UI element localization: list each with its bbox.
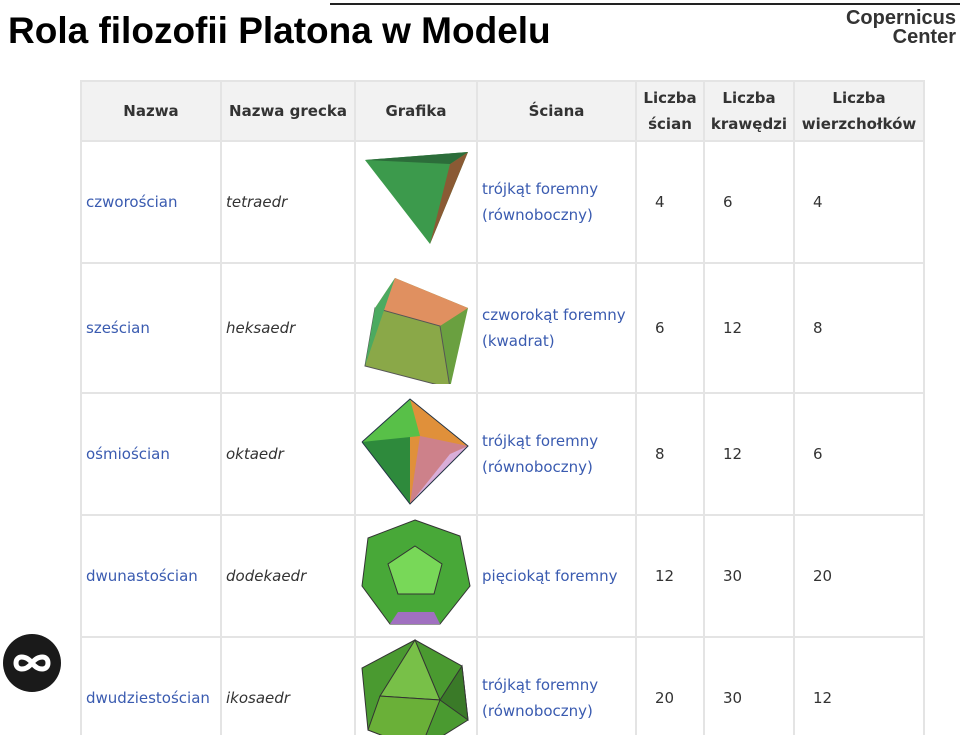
- polyhedron: [361, 398, 469, 505]
- column-header: Liczba krawędzi: [703, 80, 795, 142]
- column-header: Nazwa: [80, 80, 222, 142]
- graphic: [354, 262, 478, 394]
- polyhedron-name: czworościan: [80, 140, 222, 264]
- count: 4: [635, 140, 705, 264]
- polyhedron-name: dwudziestościan: [80, 636, 222, 735]
- face-line: (kwadrat): [482, 332, 555, 350]
- greek-name: dodekaedr: [220, 514, 356, 638]
- face: pięciokąt foremny: [476, 514, 637, 638]
- logo-line: Center: [892, 26, 956, 48]
- table-row: sześcian heksaedr czworokąt foremny (kwadra…: [80, 262, 925, 394]
- table-row: dwudziestościan ikosaedr trójkąt foremny (r…: [80, 636, 925, 735]
- polyhedron-name: ośmiościan: [80, 392, 222, 516]
- count: 6: [703, 140, 795, 264]
- column-header: Nazwa grecka: [220, 80, 356, 142]
- table-row: ośmiościan oktaedr trójkąt foremny (równobo…: [80, 392, 925, 516]
- header-row: Nazwa Nazwa grecka Grafika Ściana Liczba ści…: [80, 80, 925, 142]
- face-line: pięciokąt foremny: [482, 567, 618, 585]
- count: 6: [635, 262, 705, 394]
- polyhedron: [364, 278, 468, 389]
- polyhedron: [361, 638, 469, 735]
- column-header: Grafika: [354, 80, 478, 142]
- column-header: Liczba ścian: [635, 80, 705, 142]
- greek-name: tetraedr: [220, 140, 356, 264]
- greek-name: heksaedr: [220, 262, 356, 394]
- face-line: czworokąt foremny: [482, 306, 626, 324]
- count: 8: [635, 392, 705, 516]
- face: trójkąt foremny (równoboczny): [476, 392, 637, 516]
- graphic: [354, 140, 478, 264]
- face: trójkąt foremny (równoboczny): [476, 140, 637, 264]
- polyhedron: [361, 519, 471, 625]
- table-row: dwunastościan dodekaedr pięciokąt foremny 1…: [80, 514, 925, 638]
- logo: Copernicus Center: [845, 7, 956, 48]
- face-line: trójkąt foremny: [482, 676, 599, 694]
- column-header: Ściana: [476, 80, 637, 142]
- face-line: (równoboczny): [482, 206, 593, 224]
- count: 12: [635, 514, 705, 638]
- count: 12: [703, 392, 795, 516]
- face-line: trójkąt foremny: [482, 432, 599, 450]
- table-row: czworościan tetraedr trójkąt foremny (równo…: [80, 140, 925, 264]
- rule: [330, 3, 960, 5]
- count: 20: [793, 514, 925, 638]
- graphic: [354, 514, 478, 638]
- polyhedron-name: dwunastościan: [80, 514, 222, 638]
- title: Rola filozofii Platona w Modelu: [8, 10, 551, 51]
- greek-name: oktaedr: [220, 392, 356, 516]
- count: 12: [703, 262, 795, 394]
- count: 4: [793, 140, 925, 264]
- count: 6: [793, 392, 925, 516]
- count: 30: [703, 636, 795, 735]
- column-header: Liczba wierzchołków: [793, 80, 925, 142]
- count: 20: [635, 636, 705, 735]
- face: czworokąt foremny (kwadrat): [476, 262, 637, 394]
- face: trójkąt foremny (równoboczny): [476, 636, 637, 735]
- face-line: trójkąt foremny: [482, 180, 599, 198]
- table: Nazwa Nazwa grecka Grafika Ściana Liczba ści…: [80, 80, 925, 735]
- count: 8: [793, 262, 925, 394]
- badge: [3, 634, 61, 692]
- polyhedron: [365, 152, 468, 244]
- logo-line: Copernicus: [845, 7, 956, 29]
- face-line: (równoboczny): [482, 458, 593, 476]
- polyhedron-name: sześcian: [80, 262, 222, 394]
- count: 12: [793, 636, 925, 735]
- count: 30: [703, 514, 795, 638]
- graphic: [354, 636, 478, 735]
- greek-name: ikosaedr: [220, 636, 356, 735]
- face-line: (równoboczny): [482, 702, 593, 720]
- graphic: [354, 392, 478, 516]
